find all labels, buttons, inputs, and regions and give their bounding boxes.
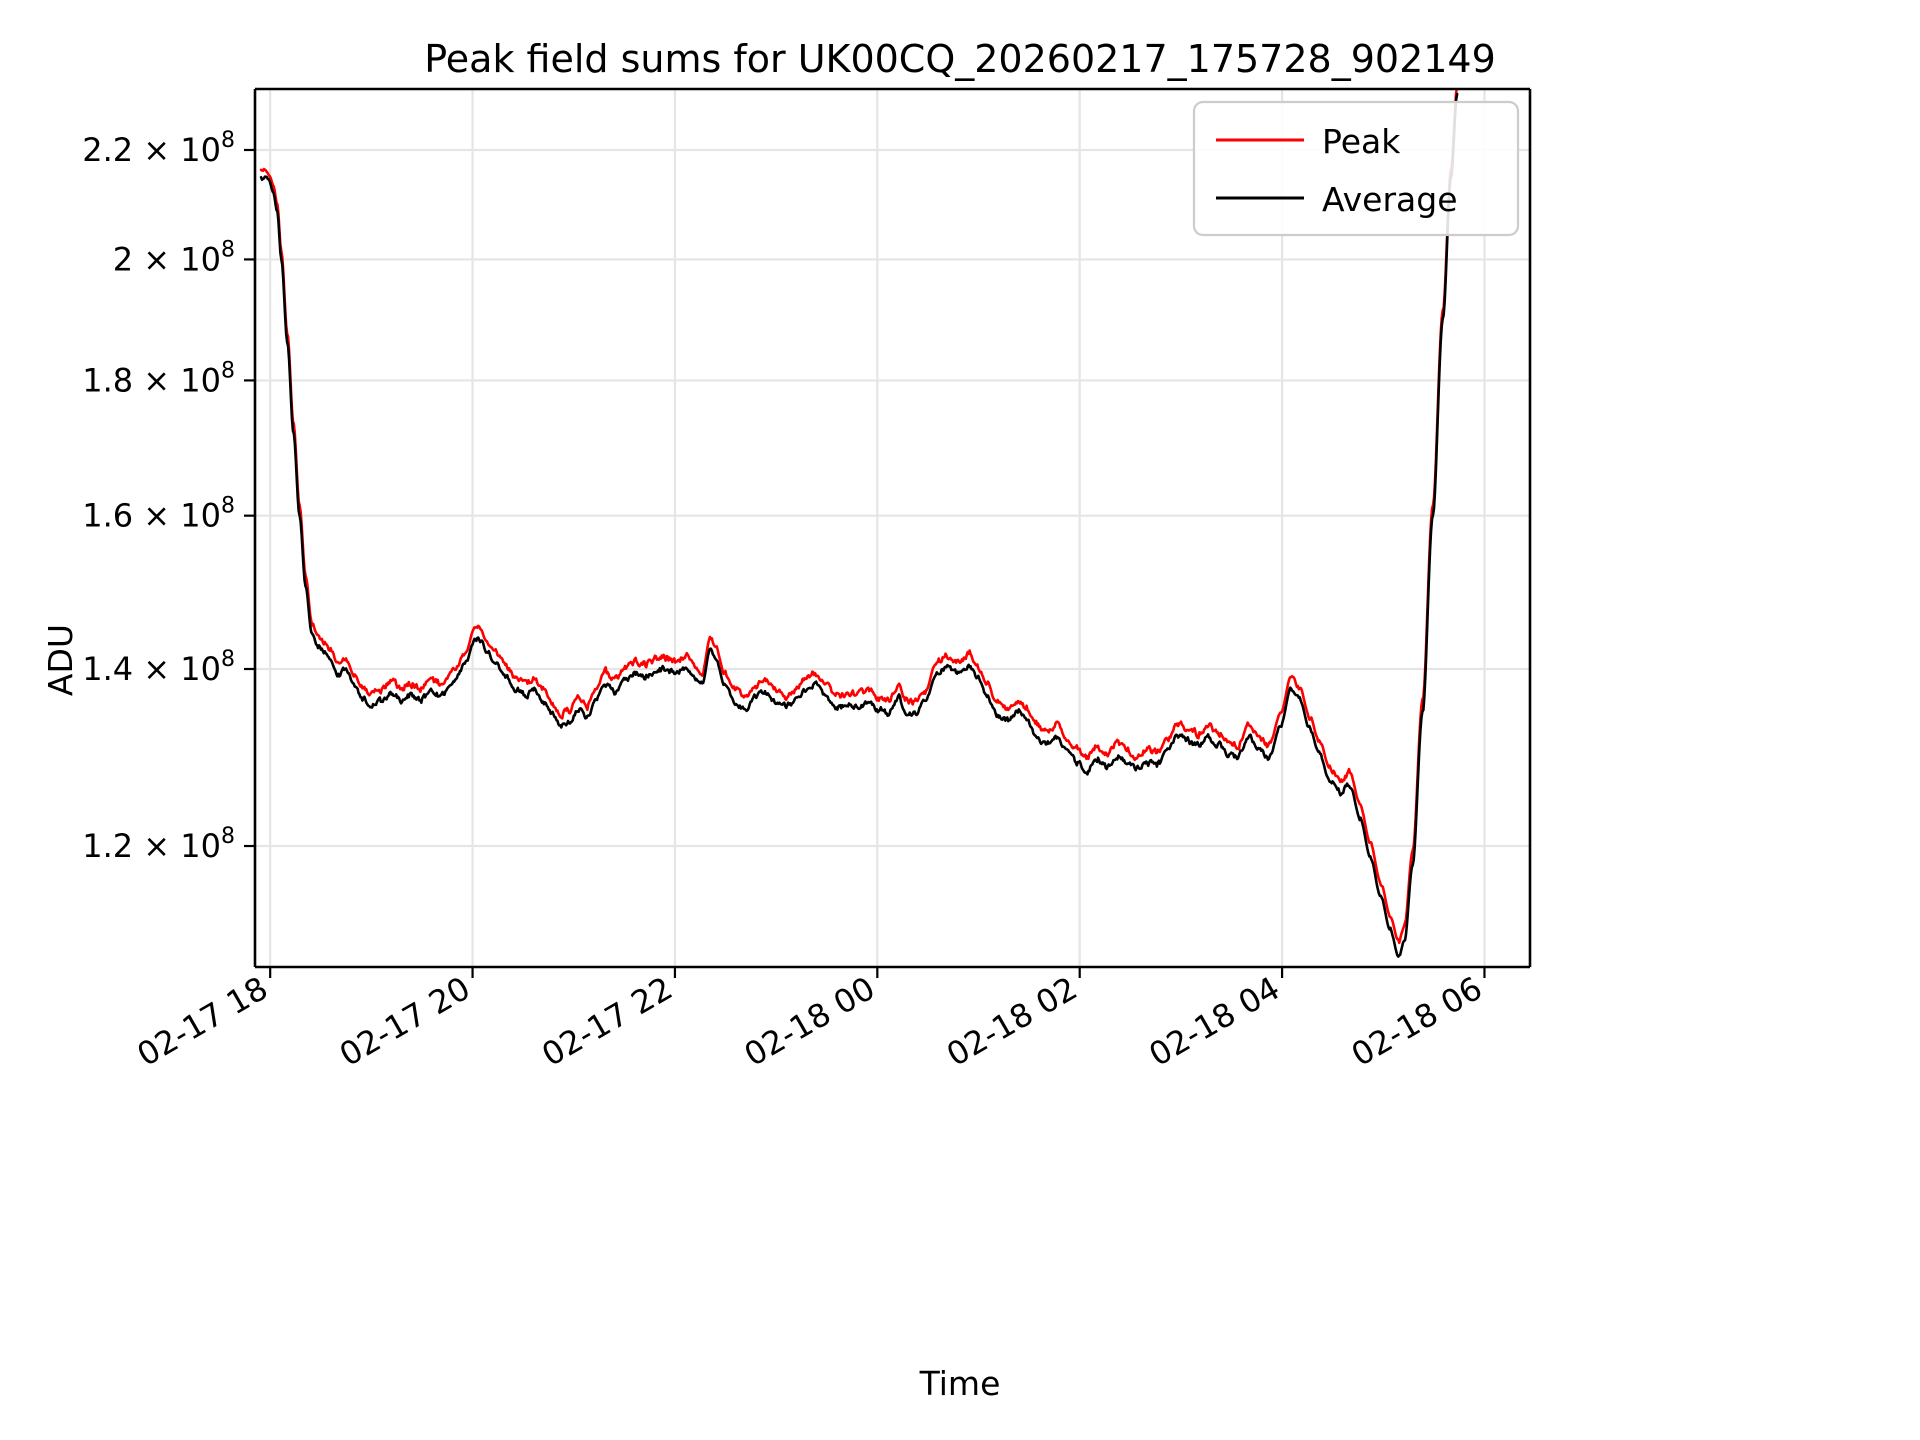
y-tick-label-0: 1.2 × 108 [82,824,235,865]
y-tick-label-3: 1.8 × 108 [82,358,235,399]
svg-text:2.2 × 108: 2.2 × 108 [82,128,235,169]
svg-text:2 × 108: 2 × 108 [113,237,235,278]
y-tick-label-1: 1.4 × 108 [82,647,235,688]
svg-text:1.6 × 108: 1.6 × 108 [82,494,235,535]
legend-label-average[interactable]: Average [1322,180,1458,219]
series-line-peak [259,89,1459,945]
legend-background [1192,100,1520,237]
svg-text:1.4 × 108: 1.4 × 108 [82,647,235,688]
series-line-average [259,92,1459,958]
chart-legend[interactable]: Peak Average [1192,100,1520,237]
svg-text:1.8 × 108: 1.8 × 108 [82,358,235,399]
y-tick-label-4: 2 × 108 [113,237,235,278]
page-title: Peak field sums for UK00CQ_20260217_1757… [424,37,1496,81]
series-lines [259,89,1459,958]
y-axis-label: ADU [41,624,80,696]
x-axis-label: Time [919,1364,1001,1403]
axes-spines [253,87,1532,969]
legend-label-peak[interactable]: Peak [1322,122,1401,161]
axis-tickmarks [244,148,1486,978]
y-tick-label-5: 2.2 × 108 [82,128,235,169]
y-tick-labels: 1.2 × 108 1.4 × 108 1.6 × 108 1.8 × 108 2 × … [82,128,235,865]
svg-text:1.2 × 108: 1.2 × 108 [82,824,235,865]
y-tick-label-2: 1.6 × 108 [82,494,235,535]
